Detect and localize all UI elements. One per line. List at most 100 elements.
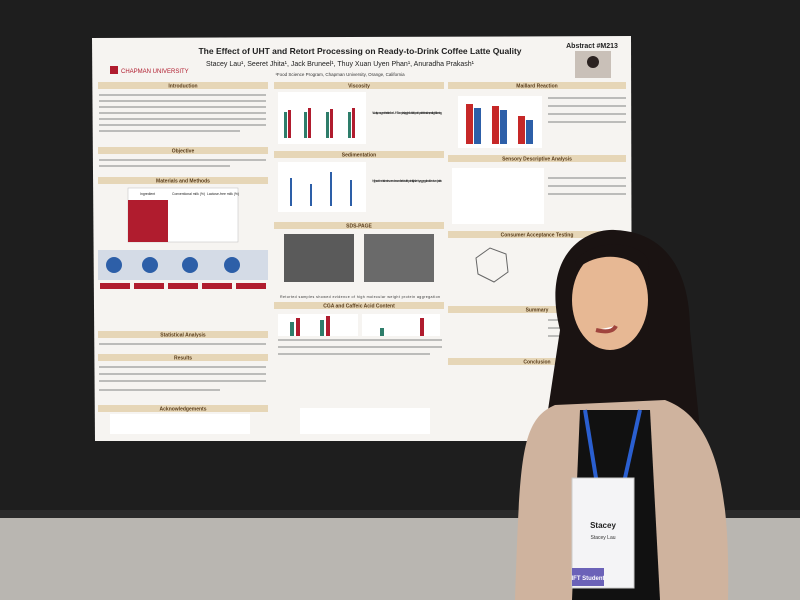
table-header: Lactose-free milk (%) [207, 192, 239, 196]
section-headers [98, 82, 626, 412]
face [572, 250, 648, 350]
spider-plot [475, 247, 509, 283]
lanyard [583, 409, 598, 479]
chart-bar [420, 318, 424, 336]
poster-title: The Effect of UHT and Retort Processing … [198, 46, 521, 56]
flow-label [100, 283, 130, 289]
section-header: Sedimentation [342, 153, 376, 159]
sponsor-logos [110, 414, 250, 434]
chart-bar [290, 178, 292, 206]
section-header: Objective [172, 149, 195, 155]
chart-bar [466, 104, 473, 144]
flow-label [236, 283, 266, 289]
flow-step [142, 257, 158, 273]
chemical-structures [300, 408, 430, 434]
chart-bar [308, 108, 311, 138]
table-row-labels [128, 200, 168, 242]
lanyard [623, 409, 642, 479]
flow-step [182, 257, 198, 273]
table-header: Ingredient [140, 192, 155, 196]
chart-bar [326, 316, 330, 336]
header-bar [274, 151, 444, 158]
pca-plot [452, 168, 544, 224]
flow-label [202, 283, 232, 289]
logo-mark [110, 66, 118, 74]
header-bar [274, 82, 444, 89]
chart-bar [380, 328, 384, 336]
abstract-id: Abstract #M213 [566, 43, 618, 50]
section-header: Materials and Methods [156, 179, 210, 185]
gel-image [284, 234, 354, 282]
chart-bar [330, 172, 332, 206]
section-header: Results [174, 356, 192, 362]
poster-figures: Viscosity was greater in retorted than U… [110, 92, 544, 434]
header-bar [274, 222, 444, 229]
section-header: Consumer Acceptance Testing [501, 233, 574, 239]
section-header: Acknowledgements [160, 407, 207, 413]
logo: CHAPMAN UNIVERSITY [121, 69, 189, 75]
caffeic-chart [362, 314, 440, 336]
poster: The Effect of UHT and Retort Processing … [92, 36, 632, 441]
flow-label [168, 283, 198, 289]
chart-bar [310, 184, 312, 206]
header-bar [98, 147, 268, 154]
badge-full-name: Stacey Lau [590, 535, 615, 541]
chart-bar [350, 180, 352, 206]
table-header: Conventional milk (%) [172, 192, 205, 196]
viscosity-chart [278, 92, 366, 144]
chart-bar [518, 116, 525, 144]
header-bar [274, 302, 444, 309]
chart-bar [348, 112, 351, 138]
poster-authors: Stacey Lau¹, Seeret Jhita¹, Jack Bruneel… [206, 61, 475, 68]
header-bar [448, 82, 626, 89]
section-header: Statistical Analysis [160, 333, 206, 339]
body-text-lines [99, 94, 626, 391]
chart-bar [526, 120, 533, 144]
section-header: SDS-PAGE [346, 224, 372, 230]
badge-tag-text: IFT Student [572, 576, 605, 582]
chart-bar [330, 109, 333, 138]
badge-name: Stacey [590, 521, 616, 530]
header-bar [98, 354, 268, 361]
section-header: Summary [526, 308, 549, 314]
person: Stacey Stacey Lau IFT Student [515, 229, 729, 600]
section-header: CGA and Caffeic Acid Content [323, 304, 395, 310]
header-bar [448, 306, 626, 313]
note: Retorted samples showed evidence of high… [280, 295, 440, 299]
chart-bar [304, 112, 307, 138]
badge-tag [572, 568, 604, 586]
gel-image [364, 234, 434, 282]
chart-bar [296, 318, 300, 336]
note: Viscosity was greater in retorted than U… [372, 111, 442, 115]
chart-bar [288, 110, 291, 138]
header-bar [448, 155, 626, 162]
section-header: Sensory Descriptive Analysis [502, 157, 572, 163]
chart-bar [290, 322, 294, 336]
header-bar [98, 331, 268, 338]
chart-bar [326, 112, 329, 138]
chart-bar [500, 110, 507, 144]
process-flow [98, 250, 268, 289]
bangs [575, 244, 650, 285]
note: High sedimentation rates were observed i… [372, 179, 442, 183]
flow-step [224, 257, 240, 273]
baseboard [0, 510, 800, 518]
chart-bar [284, 112, 287, 138]
chart-bar [320, 320, 324, 336]
chart-bar [352, 108, 355, 138]
header-bar [448, 231, 626, 238]
smile [595, 324, 618, 334]
header-bar [98, 405, 268, 412]
section-header: Introduction [168, 84, 197, 90]
poster-affiliation: ¹Food Science Program, Chapman Universit… [275, 72, 405, 77]
ingredient-table: Ingredient Conventional milk (%) Lactose… [127, 187, 239, 243]
flow-step [106, 257, 122, 273]
chart-bar [474, 108, 481, 144]
section-header: Conclusion [523, 360, 550, 366]
flow-label [134, 283, 164, 289]
chart-bar [492, 106, 499, 144]
section-header: Maillard Reaction [516, 84, 557, 90]
header-bar [448, 358, 626, 365]
